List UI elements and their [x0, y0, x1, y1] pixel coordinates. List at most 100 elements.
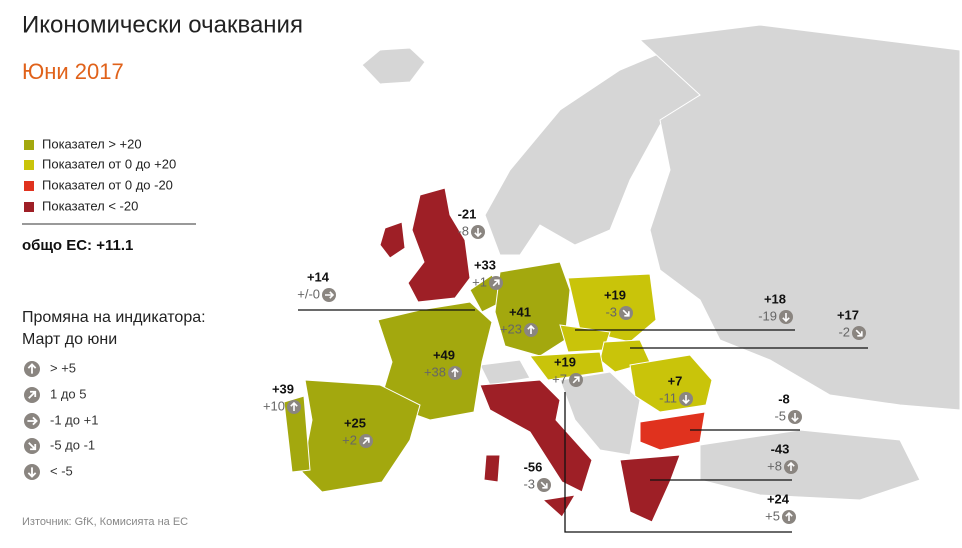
arrow-icon — [359, 434, 373, 448]
change-legend-label: > +5 — [50, 360, 76, 375]
arrow-glyph — [855, 329, 863, 337]
country-value: +41 — [509, 304, 531, 319]
greece — [619, 454, 681, 523]
country-change: +23 — [500, 321, 522, 336]
country-value: +19 — [604, 287, 626, 302]
legend-label: Показател от 0 до +20 — [42, 156, 176, 171]
country-value: +7 — [668, 373, 683, 388]
legend-swatch — [24, 202, 34, 212]
country-value: -43 — [771, 441, 790, 456]
country-change: -3 — [523, 476, 535, 491]
subtitle: Юни 2017 — [22, 59, 124, 84]
ireland — [379, 221, 406, 259]
title: Икономически очаквания — [22, 11, 303, 38]
arrow-glyph — [492, 279, 500, 287]
italy — [479, 379, 593, 493]
country-value: +24 — [767, 491, 790, 506]
change-legend-title: Март до юни — [22, 331, 117, 348]
change-legend-label: -1 до +1 — [50, 412, 98, 427]
country-change: +10 — [263, 398, 285, 413]
change-legend-label: 1 до 5 — [50, 386, 87, 401]
legend-label: Показател от 0 до -20 — [42, 177, 173, 192]
change-legend-label: < -5 — [50, 463, 73, 478]
country-change: +5 — [765, 508, 780, 523]
country-value: +14 — [307, 269, 330, 284]
country-value: -8 — [778, 391, 790, 406]
arrow-glyph — [622, 309, 630, 317]
arrow-glyph — [27, 467, 37, 478]
arrow-glyph — [27, 416, 38, 426]
arrow-icon — [489, 276, 503, 290]
country-labels: -21 -8 +33 +1 +14 +/-0 +41 +23 +19 -3 +18 -19 +17 -2 +… — [263, 206, 868, 533]
country-change: +7 — [552, 371, 567, 386]
arrow-glyph — [362, 437, 370, 445]
france — [377, 301, 493, 421]
poland — [567, 273, 657, 343]
source: Източник: GfK, Комисията на ЕС — [22, 516, 188, 528]
iceland — [361, 47, 426, 85]
country-change: +2 — [342, 432, 357, 447]
country-change: -3 — [605, 304, 617, 319]
leader-line — [564, 392, 792, 533]
arrow-icon — [782, 510, 796, 524]
switzerland — [479, 359, 531, 386]
country-change: -19 — [758, 308, 777, 323]
east-europe — [638, 24, 961, 411]
balkans — [559, 371, 641, 456]
country-value: +17 — [837, 307, 859, 322]
sardinia — [483, 454, 501, 483]
arrow-glyph — [527, 324, 535, 334]
country-change: -8 — [457, 223, 469, 238]
arrow-glyph — [290, 401, 298, 411]
turkey — [699, 429, 921, 501]
country-value: +49 — [433, 347, 455, 362]
country-value: -21 — [458, 206, 477, 221]
country-value: +19 — [554, 354, 576, 369]
country-change: +/-0 — [297, 286, 320, 301]
country-change: -2 — [838, 324, 850, 339]
arrow-glyph — [28, 390, 37, 399]
legend: Показател > +20 Показател от 0 до +20 Пока… — [24, 136, 176, 213]
arrow-icon — [24, 438, 40, 454]
legend-label: Показател < -20 — [42, 198, 138, 213]
arrow-glyph — [451, 367, 459, 377]
legend-swatch — [24, 140, 34, 150]
countries — [283, 187, 713, 523]
country-value: +25 — [344, 415, 366, 430]
arrow-glyph — [782, 313, 790, 323]
change-legend-label: -5 до -1 — [50, 437, 95, 452]
portugal — [283, 395, 311, 473]
arrow-icon — [852, 326, 866, 340]
country-value: +18 — [764, 291, 786, 306]
germany — [494, 261, 571, 357]
austria — [529, 351, 605, 381]
arrow-icon — [784, 460, 798, 474]
arrow-icon — [779, 310, 793, 324]
arrow-glyph — [474, 228, 482, 238]
base-map — [361, 24, 961, 501]
arrow-icon — [448, 366, 462, 380]
legend-swatch — [24, 181, 34, 191]
arrow-glyph — [540, 481, 548, 489]
arrow-glyph — [27, 363, 37, 374]
country-value: +39 — [272, 381, 294, 396]
arrow-glyph — [572, 376, 580, 384]
sicily — [541, 494, 576, 518]
arrow-icon — [322, 288, 336, 302]
arrow-icon — [471, 225, 485, 239]
country-change: -11 — [659, 390, 677, 405]
arrow-icon — [788, 410, 802, 424]
arrow-icon — [24, 361, 40, 377]
arrow-glyph — [28, 442, 37, 451]
arrow-icon — [24, 413, 40, 429]
arrow-glyph — [785, 511, 793, 521]
country-change: +38 — [424, 364, 446, 379]
arrow-icon — [569, 373, 583, 387]
country-change: -5 — [774, 408, 786, 423]
arrow-icon — [619, 306, 633, 320]
arrow-icon — [537, 478, 551, 492]
country-value: -56 — [524, 459, 543, 474]
country-value: +33 — [474, 257, 496, 272]
